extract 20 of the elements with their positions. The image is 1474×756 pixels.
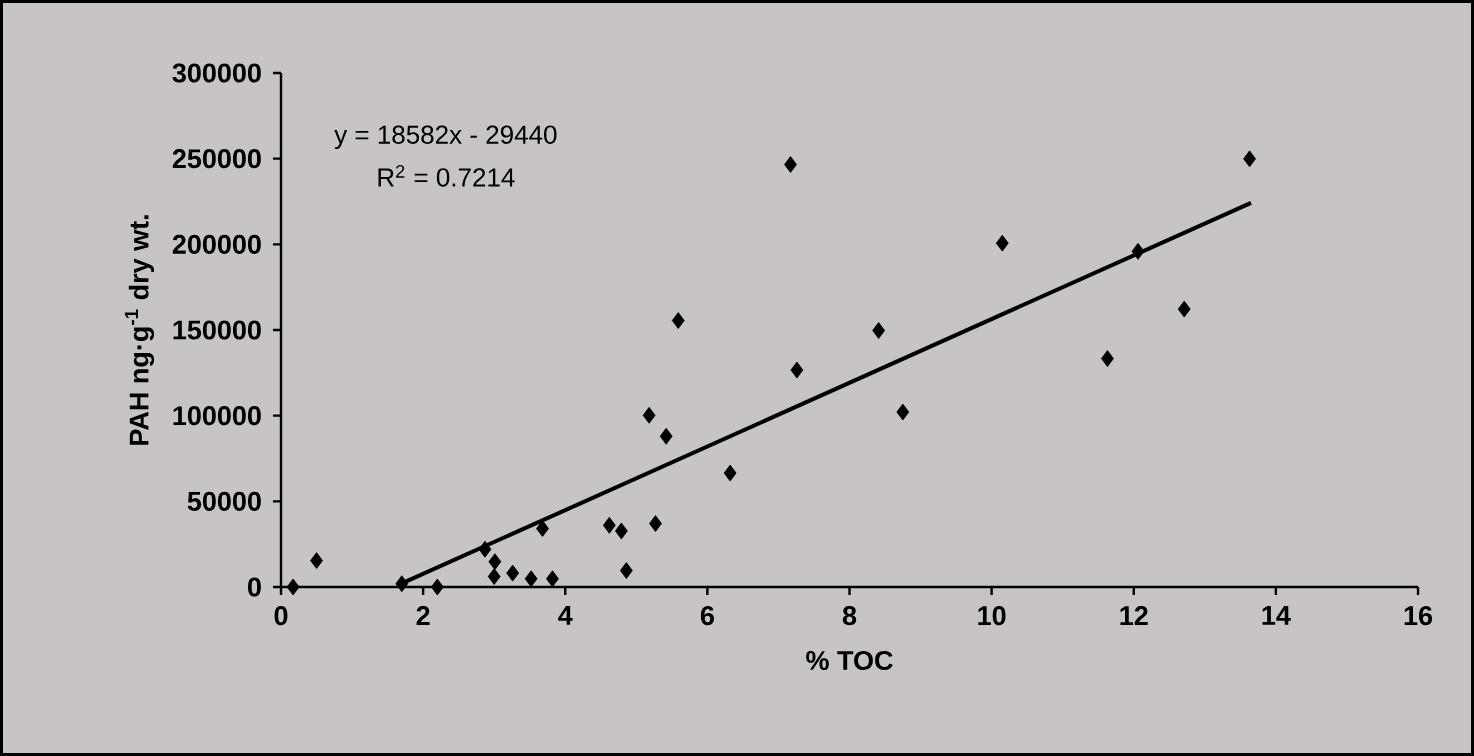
y-tick-label: 50000 [187,491,261,511]
x-tick-label: 0 [274,606,288,626]
x-tick-label: 12 [1120,606,1148,625]
annotation: y = 18582x - 29440 [334,125,557,150]
y-tick-label: 250000 [172,149,261,169]
x-axis-title: % TOC [806,650,893,671]
x-tick-label: 6 [700,606,714,626]
x-tick-label: 4 [558,606,573,625]
y-tick-label: 200000 [172,234,261,254]
x-tick-label: 8 [842,606,857,626]
x-tick-label: 2 [416,606,430,625]
x-tick-label: 14 [1262,606,1291,625]
y-tick-label: 150000 [173,320,261,340]
y-tick-label: 0 [247,577,261,597]
x-tick-label: 10 [978,606,1006,626]
y-axis-title: PAH ng·g$^{-1}$ dry wt. [124,215,155,445]
x-tick-label: 16 [1404,606,1433,626]
annotation: R$^{2}$ = 0.7214 [378,164,515,187]
y-tick-label: 100000 [173,406,261,426]
y-tick-label: 300000 [172,63,261,83]
